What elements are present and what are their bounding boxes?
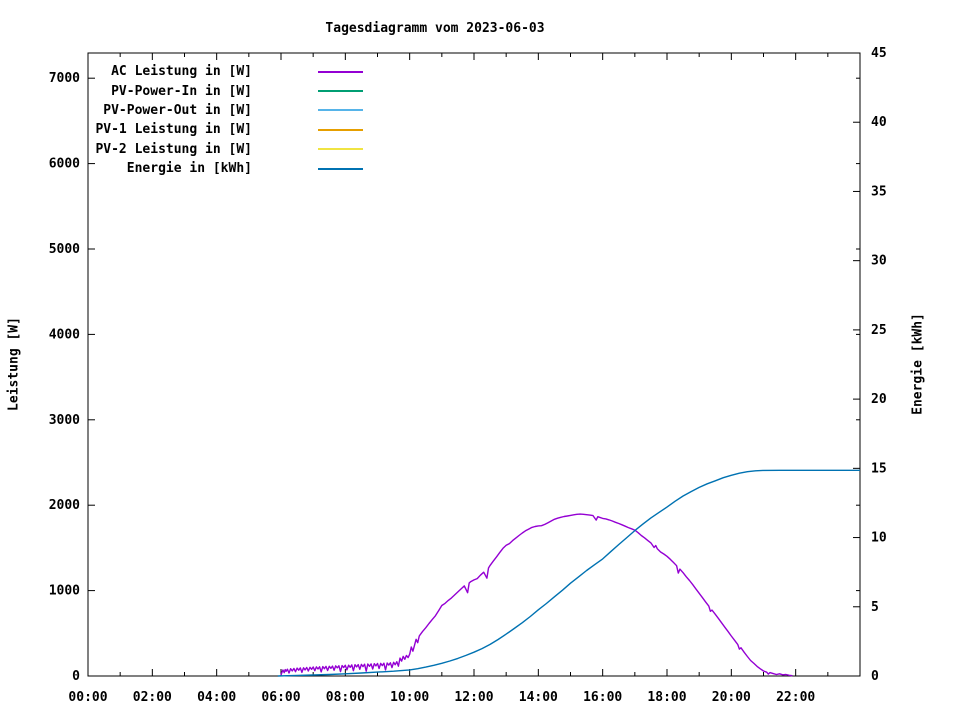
chart-title: Tagesdiagramm vom 2023-06-03 — [325, 21, 545, 36]
y-right-tick-label: 10 — [871, 531, 887, 546]
y-right-tick-label: 35 — [871, 184, 887, 199]
legend-label: PV-2 Leistung in [W] — [95, 141, 252, 157]
y-left-tick-label: 7000 — [49, 71, 80, 86]
x-tick-label: 10:00 — [390, 690, 429, 705]
legend-label: PV-Power-In in [W] — [111, 83, 252, 99]
legend-item-pv-1-leistung-in-w: PV-1 Leistung in [W] — [0, 120, 363, 139]
x-tick-label: 04:00 — [197, 690, 236, 705]
legend-item-energie-in-kwh: Energie in [kWh] — [0, 159, 363, 178]
legend-item-pv-2-leistung-in-w: PV-2 Leistung in [W] — [0, 140, 363, 159]
series-energie-in-kwh — [277, 469, 860, 677]
legend-label: Energie in [kWh] — [126, 161, 252, 177]
x-tick-label: 16:00 — [583, 690, 622, 705]
y-left-tick-label: 2000 — [49, 498, 80, 513]
y-left-tick-label: 6000 — [49, 157, 80, 172]
legend-label: PV-1 Leistung in [W] — [95, 122, 252, 138]
legend-line-sample — [318, 70, 363, 73]
legend-item-pv-power-out-in-w: PV-Power-Out in [W] — [0, 101, 363, 120]
legend-line-sample — [318, 109, 363, 112]
legend-label: AC Leistung in [W] — [111, 64, 252, 80]
legend-line-sample — [318, 148, 363, 151]
y-right-tick-label: 5 — [871, 600, 879, 615]
legend: AC Leistung in [W] PV-Power-In in [W] PV-P… — [0, 62, 363, 178]
x-tick-label: 14:00 — [519, 690, 558, 705]
legend-item-ac-leistung-in-w: AC Leistung in [W] — [0, 62, 363, 81]
y-right-tick-label: 40 — [871, 115, 887, 130]
y-right-tick-label: 20 — [871, 392, 887, 407]
y-right-tick-label: 25 — [871, 323, 887, 338]
x-tick-label: 00:00 — [68, 690, 107, 705]
y-left-tick-label: 3000 — [49, 413, 80, 428]
y-left-tick-label: 0 — [72, 669, 80, 684]
x-tick-label: 02:00 — [133, 690, 172, 705]
y-right-tick-label: 15 — [871, 461, 887, 476]
y-right-tick-label: 45 — [871, 46, 887, 61]
legend-label: PV-Power-Out in [W] — [103, 102, 252, 118]
y-left-tick-label: 1000 — [49, 584, 80, 599]
series-ac-leistung-in-w — [280, 513, 793, 677]
x-tick-label: 22:00 — [776, 690, 815, 705]
x-tick-label: 18:00 — [647, 690, 686, 705]
x-tick-label: 12:00 — [454, 690, 493, 705]
y-axis-label-right: Energie [kWh] — [910, 313, 926, 415]
x-tick-label: 06:00 — [261, 690, 300, 705]
y-left-tick-label: 4000 — [49, 327, 80, 342]
y-right-tick-label: 0 — [871, 669, 879, 684]
y-left-tick-label: 5000 — [49, 242, 80, 257]
y-right-tick-label: 30 — [871, 254, 887, 269]
legend-line-sample — [318, 90, 363, 93]
x-tick-label: 08:00 — [326, 690, 365, 705]
y-axis-label-left: Leistung [W] — [6, 317, 22, 411]
legend-line-sample — [318, 128, 363, 131]
legend-line-sample — [318, 167, 363, 170]
legend-item-pv-power-in-in-w: PV-Power-In in [W] — [0, 81, 363, 100]
x-tick-label: 20:00 — [712, 690, 751, 705]
